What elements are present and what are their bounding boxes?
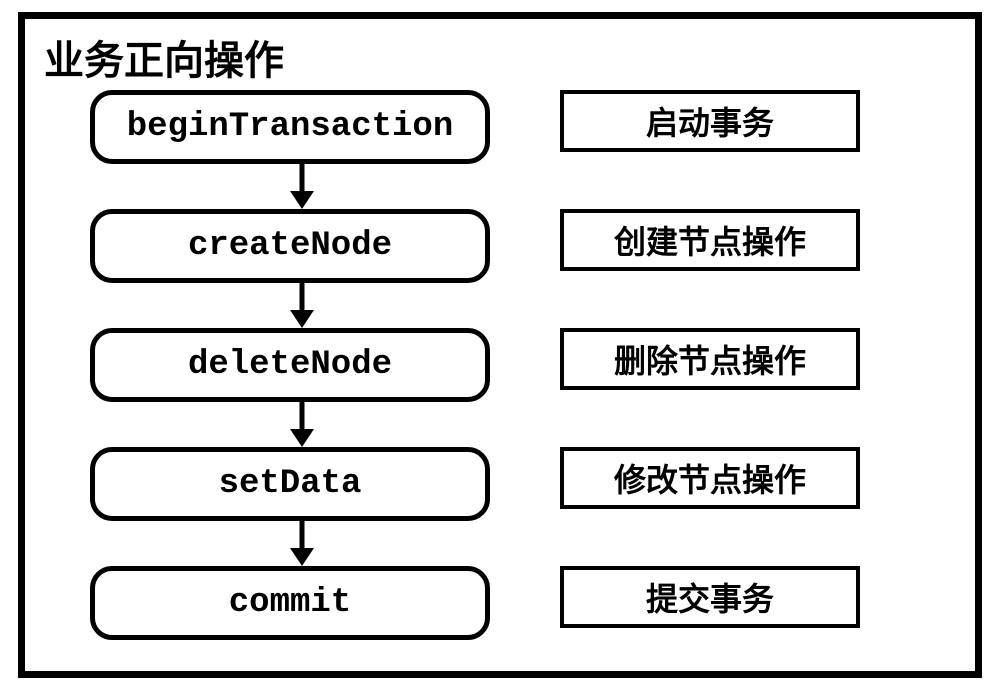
flow-node-n2: createNode — [90, 209, 490, 283]
flow-arrow-n4-n5 — [290, 521, 314, 566]
arrow-shaft — [300, 164, 305, 193]
arrow-shaft — [300, 283, 305, 312]
arrow-head-icon — [290, 548, 314, 566]
flow-arrow-n2-n3 — [290, 283, 314, 328]
flow-arrow-n3-n4 — [290, 402, 314, 447]
flow-desc-n3: 删除节点操作 — [560, 328, 860, 390]
arrow-head-icon — [290, 429, 314, 447]
flow-arrow-n1-n2 — [290, 164, 314, 209]
flow-desc-n4: 修改节点操作 — [560, 447, 860, 509]
flow-desc-label: 提交事务 — [646, 574, 774, 620]
arrow-head-icon — [290, 310, 314, 328]
arrow-head-icon — [290, 191, 314, 209]
flow-node-label: createNode — [188, 227, 392, 265]
flow-desc-label: 启动事务 — [646, 98, 774, 144]
flow-desc-n1: 启动事务 — [560, 90, 860, 152]
flow-node-n1: beginTransaction — [90, 90, 490, 164]
flow-node-label: deleteNode — [188, 346, 392, 384]
flow-node-label: commit — [229, 584, 351, 622]
flow-node-n3: deleteNode — [90, 328, 490, 402]
flow-desc-n5: 提交事务 — [560, 566, 860, 628]
flow-node-n5: commit — [90, 566, 490, 640]
arrow-shaft — [300, 521, 305, 550]
flow-desc-label: 删除节点操作 — [614, 336, 806, 382]
diagram-title: 业务正向操作 — [44, 28, 284, 86]
flow-node-label: setData — [219, 465, 362, 503]
flow-desc-n2: 创建节点操作 — [560, 209, 860, 271]
flow-desc-label: 修改节点操作 — [614, 455, 806, 501]
arrow-shaft — [300, 402, 305, 431]
flow-node-n4: setData — [90, 447, 490, 521]
flow-desc-label: 创建节点操作 — [614, 217, 806, 263]
flow-node-label: beginTransaction — [127, 108, 453, 146]
